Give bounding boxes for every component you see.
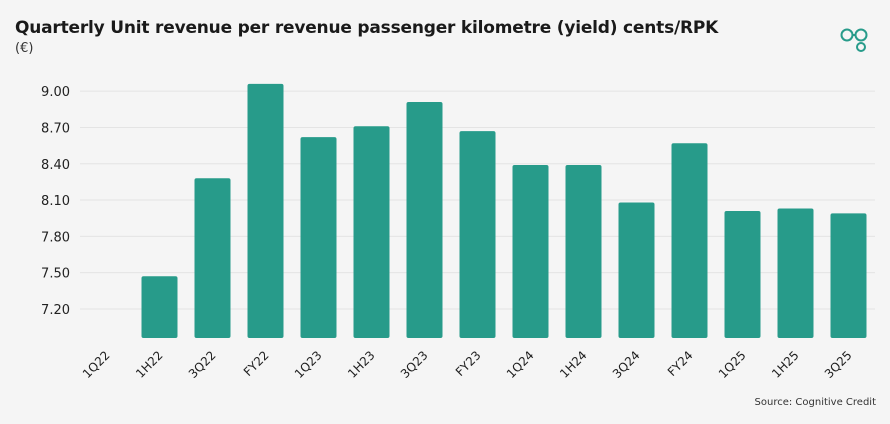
y-tick-label: 8.10: [41, 194, 70, 209]
x-tick-label: 1H23: [345, 348, 377, 380]
x-tick-label: 3Q25: [822, 348, 855, 381]
y-tick-label: 8.40: [41, 158, 70, 173]
chart-title: Quarterly Unit revenue per revenue passe…: [15, 18, 719, 38]
x-tick-label: 1Q24: [504, 348, 537, 381]
x-tick-label: 1Q25: [716, 348, 749, 381]
bar-1H24: [565, 164, 602, 338]
bar-3Q25: [830, 213, 867, 338]
x-tick-label: FY23: [453, 348, 484, 379]
bar-FY23: [459, 131, 496, 338]
bar-3Q24: [618, 202, 655, 338]
x-tick-label: 3Q24: [610, 348, 643, 381]
cognitive-credit-logo-icon: [840, 27, 870, 57]
chart-subtitle: (€): [15, 41, 34, 56]
bar-FY22: [247, 83, 284, 339]
source-note: Source: Cognitive Credit: [754, 397, 876, 408]
y-tick-label: 8.70: [41, 121, 70, 136]
x-tick-label: 1H25: [769, 348, 801, 380]
bar-1H23: [353, 126, 390, 338]
bar-1H25: [777, 208, 814, 338]
bar-FY24: [671, 143, 708, 338]
bar-3Q22: [194, 178, 231, 338]
x-tick-label: FY24: [665, 348, 696, 379]
bar-1H22: [141, 276, 178, 338]
x-tick-label: 1H22: [133, 348, 165, 380]
y-tick-label: 7.50: [41, 267, 70, 282]
x-tick-label: 1H24: [557, 348, 589, 380]
y-tick-label: 7.80: [41, 230, 70, 245]
bar-1Q23: [300, 137, 337, 338]
y-tick-label: 9.00: [41, 85, 70, 100]
x-tick-label: 1Q22: [80, 348, 113, 381]
bar-1Q24: [512, 164, 549, 338]
x-tick-label: FY22: [241, 348, 272, 379]
x-tick-label: 3Q23: [398, 348, 431, 381]
x-tick-label: 1Q23: [292, 348, 325, 381]
y-tick-label: 7.20: [41, 303, 70, 318]
bar-1Q25: [724, 210, 761, 338]
x-tick-label: 3Q22: [186, 348, 219, 381]
bar-3Q23: [406, 102, 443, 338]
